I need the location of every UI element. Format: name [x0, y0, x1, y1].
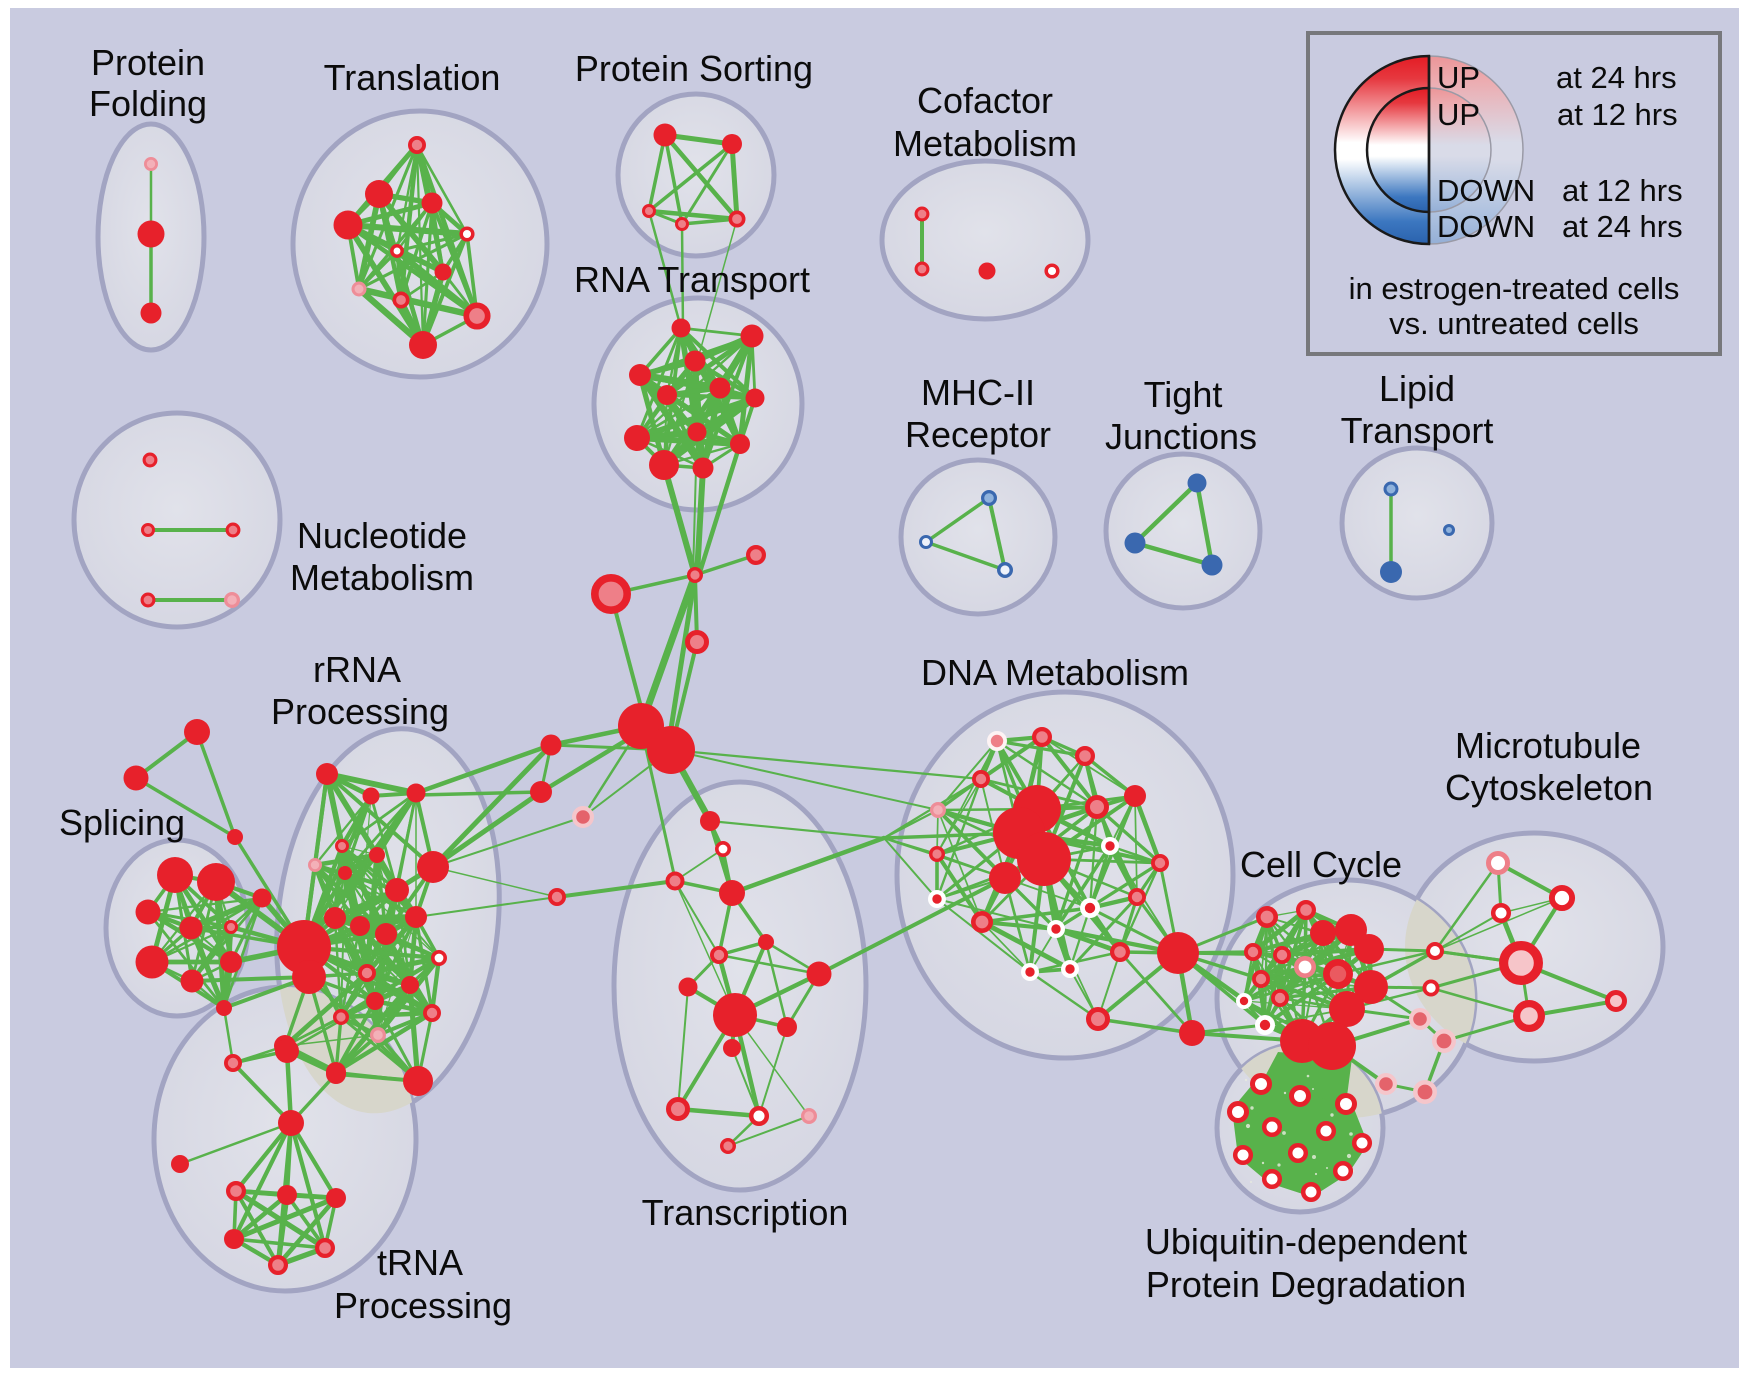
svg-text:Cofactor: Cofactor: [917, 80, 1053, 121]
svg-text:at 12 hrs: at 12 hrs: [1562, 173, 1683, 208]
svg-text:Ubiquitin-dependent: Ubiquitin-dependent: [1145, 1221, 1467, 1262]
svg-text:Transcription: Transcription: [642, 1192, 849, 1233]
svg-text:Junctions: Junctions: [1105, 416, 1257, 457]
svg-text:Translation: Translation: [324, 57, 501, 98]
svg-text:Processing: Processing: [271, 691, 449, 732]
svg-text:UP: UP: [1437, 60, 1480, 95]
svg-text:DOWN: DOWN: [1437, 209, 1535, 244]
svg-text:Receptor: Receptor: [905, 414, 1051, 455]
svg-text:Splicing: Splicing: [59, 802, 185, 843]
svg-text:at 12 hrs: at 12 hrs: [1557, 97, 1678, 132]
svg-text:at 24 hrs: at 24 hrs: [1556, 60, 1677, 95]
svg-text:Microtubule: Microtubule: [1455, 725, 1641, 766]
svg-text:DOWN: DOWN: [1437, 173, 1535, 208]
svg-text:Lipid: Lipid: [1379, 368, 1455, 409]
svg-text:Cell Cycle: Cell Cycle: [1240, 844, 1402, 885]
svg-text:in estrogen-treated cells: in estrogen-treated cells: [1349, 271, 1680, 306]
svg-text:MHC-II: MHC-II: [921, 372, 1035, 413]
svg-text:RNA Transport: RNA Transport: [574, 259, 810, 300]
svg-text:Transport: Transport: [1341, 410, 1494, 451]
svg-text:Processing: Processing: [334, 1285, 512, 1326]
svg-text:vs. untreated cells: vs. untreated cells: [1389, 306, 1639, 341]
svg-text:Metabolism: Metabolism: [290, 557, 474, 598]
svg-text:tRNA: tRNA: [377, 1242, 463, 1283]
svg-text:Protein Sorting: Protein Sorting: [575, 48, 813, 89]
svg-text:Protein: Protein: [91, 42, 205, 83]
svg-text:Nucleotide: Nucleotide: [297, 515, 467, 556]
svg-text:UP: UP: [1437, 97, 1480, 132]
svg-text:Folding: Folding: [89, 83, 207, 124]
svg-text:at 24 hrs: at 24 hrs: [1562, 209, 1683, 244]
svg-text:DNA Metabolism: DNA Metabolism: [921, 652, 1189, 693]
svg-text:Metabolism: Metabolism: [893, 123, 1077, 164]
svg-text:rRNA: rRNA: [313, 649, 401, 690]
svg-text:Protein Degradation: Protein Degradation: [1146, 1264, 1466, 1305]
svg-text:Cytoskeleton: Cytoskeleton: [1445, 767, 1653, 808]
svg-text:Tight: Tight: [1144, 374, 1223, 415]
